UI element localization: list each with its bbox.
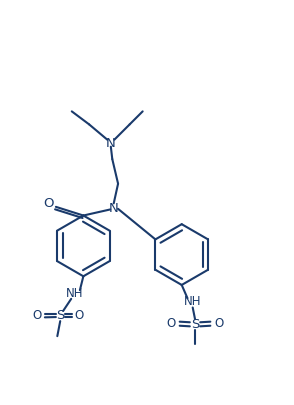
Text: O: O — [43, 196, 53, 209]
Text: S: S — [56, 309, 64, 322]
Text: O: O — [74, 309, 83, 322]
Text: NH: NH — [66, 287, 83, 300]
Text: N: N — [109, 202, 118, 215]
Text: O: O — [166, 317, 176, 330]
Text: O: O — [32, 309, 42, 322]
Text: NH: NH — [184, 295, 201, 308]
Text: N: N — [106, 137, 116, 150]
Text: S: S — [191, 318, 199, 331]
Text: O: O — [214, 317, 224, 330]
